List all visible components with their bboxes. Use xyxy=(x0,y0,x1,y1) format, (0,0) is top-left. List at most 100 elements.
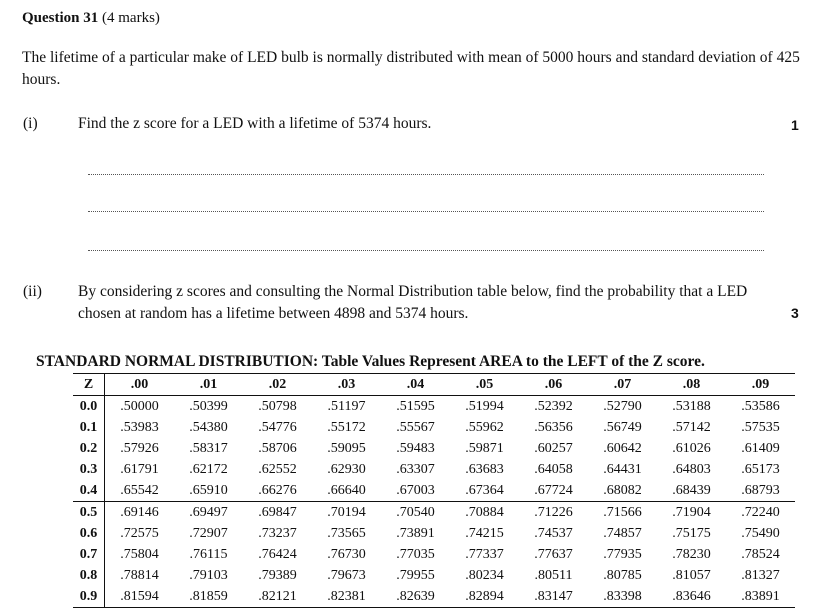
table-cell: .69847 xyxy=(243,501,312,523)
table-cell: .56356 xyxy=(534,419,573,435)
table-cell: .59483 xyxy=(396,440,435,456)
table-cell: .54380 xyxy=(189,419,228,435)
table-cell: .62930 xyxy=(327,461,366,477)
table-cell: .63683 xyxy=(465,461,504,477)
table-row: 0.3 .61791 .62172 .62552 .62930 .63307 .63683.… xyxy=(73,459,795,480)
table-cell: .50798 xyxy=(258,398,297,414)
table-cell: .68082 xyxy=(603,482,642,498)
table-cell: .73565 xyxy=(327,525,366,541)
table-cell: .58317 xyxy=(189,440,228,456)
table-cell: .64431 xyxy=(603,461,642,477)
col-header-z: Z xyxy=(73,373,105,396)
col-header: .04 xyxy=(381,373,450,396)
row-z-value: 0.8 xyxy=(73,565,105,586)
part-ii-marks: 3 xyxy=(791,305,799,321)
row-z-value: 0.9 xyxy=(73,586,105,608)
table-cell: .82381 xyxy=(312,586,381,608)
part-i-text: Find the z score for a LED with a lifeti… xyxy=(78,115,432,132)
question-marks: (4 marks) xyxy=(102,10,160,26)
col-header: .09 xyxy=(726,373,795,396)
table-cell: .51595 xyxy=(396,398,435,414)
table-cell: .59095 xyxy=(327,440,366,456)
answer-line-1[interactable] xyxy=(88,174,764,175)
table-header-row: Z .00 .01 .02 .03 .04 .05 .06 .07 .08 .0… xyxy=(73,373,795,396)
table-cell: .60257 xyxy=(534,440,573,456)
row-z-value: 0.6 xyxy=(73,523,105,544)
table-cell: .50399 xyxy=(189,398,228,414)
table-cell: .82894 xyxy=(450,586,519,608)
table-row: 0.7 .75804 .76115 .76424 .76730 .77035 .77337.… xyxy=(73,544,795,565)
table-cell: .80511 xyxy=(534,567,573,583)
table-cell: .52790 xyxy=(603,398,642,414)
table-cell: .52392 xyxy=(534,398,573,414)
table-cell: .68439 xyxy=(672,482,711,498)
table-cell: .69497 xyxy=(174,501,243,523)
table-cell: .79955 xyxy=(396,567,435,583)
table-cell: .65173 xyxy=(741,461,780,477)
part-ii-label: (ii) xyxy=(23,283,42,300)
table-cell: .83891 xyxy=(726,586,795,608)
row-z-value: 0.1 xyxy=(73,417,105,438)
table-cell: .75804 xyxy=(120,546,159,562)
table-row: 0.8 .78814 .79103 .79389 .79673 .79955 .80234.… xyxy=(73,565,795,586)
table-row: 0.4 .65542 .65910 .66276 .66640 .67003 .67364.… xyxy=(73,480,795,502)
table-cell: .76115 xyxy=(189,546,228,562)
col-header: .08 xyxy=(657,373,726,396)
table-cell: .60642 xyxy=(603,440,642,456)
table-row: 0.0 .50000 .50399 .50798 .51197 .51595 .51994.… xyxy=(73,395,795,417)
table-cell: .51994 xyxy=(465,398,504,414)
table-cell: .81594 xyxy=(104,586,174,608)
row-z-value: 0.7 xyxy=(73,544,105,565)
table-cell: .80785 xyxy=(603,567,642,583)
table-cell: .70194 xyxy=(312,501,381,523)
table-row: 0.9.81594.81859.82121.82381.82639.82894.… xyxy=(73,586,795,608)
table-title: STANDARD NORMAL DISTRIBUTION: Table Valu… xyxy=(36,353,705,370)
table-cell: .56749 xyxy=(603,419,642,435)
table-cell: .57535 xyxy=(741,419,780,435)
row-z-value: 0.5 xyxy=(73,501,105,523)
table-cell: .81327 xyxy=(741,567,780,583)
table-cell: .62172 xyxy=(189,461,228,477)
table-cell: .75490 xyxy=(741,525,780,541)
table-cell: .71226 xyxy=(519,501,588,523)
table-cell: .57142 xyxy=(672,419,711,435)
col-header: .00 xyxy=(104,373,174,396)
table-cell: .79389 xyxy=(258,567,297,583)
table-cell: .83147 xyxy=(519,586,588,608)
question-number: Question 31 xyxy=(22,10,99,26)
table-cell: .77035 xyxy=(396,546,435,562)
table-cell: .65910 xyxy=(189,482,228,498)
table-cell: .53586 xyxy=(741,398,780,414)
table-cell: .70884 xyxy=(450,501,519,523)
table-cell: .67003 xyxy=(396,482,435,498)
question-intro: The lifetime of a particular make of LED… xyxy=(22,49,800,88)
table-cell: .82121 xyxy=(243,586,312,608)
table-cell: .77337 xyxy=(465,546,504,562)
table-cell: .64803 xyxy=(672,461,711,477)
col-header: .05 xyxy=(450,373,519,396)
table-cell: .72575 xyxy=(120,525,159,541)
table-row: 0.2 .57926 .58317 .58706 .59095 .59483 .59871.… xyxy=(73,438,795,459)
table-cell: .79673 xyxy=(327,567,366,583)
table-cell: .80234 xyxy=(465,567,504,583)
table-cell: .74857 xyxy=(603,525,642,541)
table-cell: .73891 xyxy=(396,525,435,541)
table-cell: .54776 xyxy=(258,419,297,435)
table-cell: .55172 xyxy=(327,419,366,435)
table-cell: .55962 xyxy=(465,419,504,435)
table-cell: .74215 xyxy=(465,525,504,541)
table-cell: .73237 xyxy=(258,525,297,541)
table-row: 0.6 .72575 .72907 .73237 .73565 .73891 .74215.… xyxy=(73,523,795,544)
col-header: .07 xyxy=(588,373,657,396)
table-cell: .64058 xyxy=(534,461,573,477)
answer-line-2[interactable] xyxy=(88,211,764,212)
answer-line-3[interactable] xyxy=(88,250,764,251)
table-cell: .70540 xyxy=(381,501,450,523)
part-i-marks: 1 xyxy=(791,117,799,133)
table-cell: .82639 xyxy=(381,586,450,608)
table-cell: .78524 xyxy=(741,546,780,562)
row-z-value: 0.2 xyxy=(73,438,105,459)
table-cell: .55567 xyxy=(396,419,435,435)
table-cell: .50000 xyxy=(120,398,159,414)
normal-distribution-table: Z .00 .01 .02 .03 .04 .05 .06 .07 .08 .0… xyxy=(73,373,795,608)
